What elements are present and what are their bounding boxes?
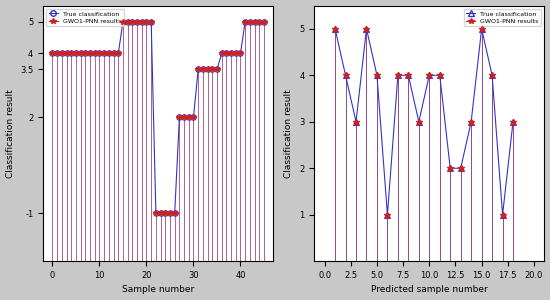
X-axis label: Predicted sample number: Predicted sample number <box>371 285 488 294</box>
Legend: True classification, GWO1-PNN results: True classification, GWO1-PNN results <box>46 9 124 26</box>
Y-axis label: Classification result: Classification result <box>284 89 294 178</box>
Y-axis label: Classification result: Classification result <box>6 89 14 178</box>
X-axis label: Sample number: Sample number <box>122 285 194 294</box>
Legend: True classification, GWO1-PNN results: True classification, GWO1-PNN results <box>464 9 541 26</box>
